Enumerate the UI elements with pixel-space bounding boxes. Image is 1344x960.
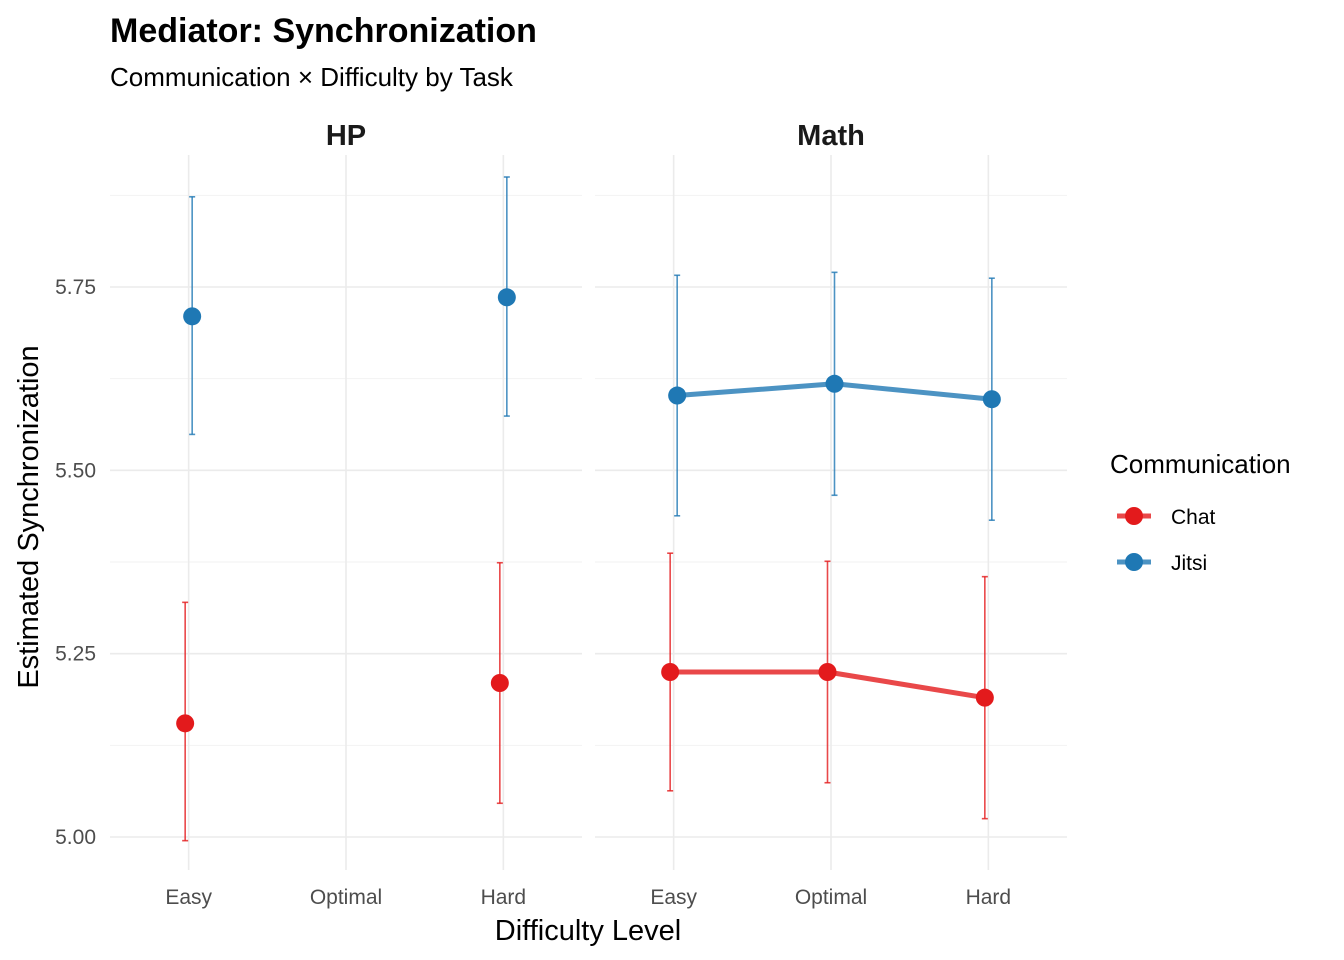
- series-jitsi: [668, 271, 1001, 522]
- legend-key-point: [1125, 553, 1143, 571]
- y-tick-label: 5.25: [55, 643, 96, 666]
- facet-strip-label: Math: [797, 120, 865, 152]
- y-tick-label: 5.00: [55, 826, 96, 849]
- data-point: [982, 390, 1001, 409]
- x-tick-label: Easy: [165, 886, 212, 909]
- legend-key-point: [1125, 507, 1143, 525]
- facet-panel-math: Math Easy Optimal Hard: [595, 120, 1067, 909]
- data-point: [825, 374, 844, 393]
- chart-subtitle: Communication × Difficulty by Task: [110, 62, 514, 92]
- data-point: [497, 288, 516, 307]
- data-point: [661, 663, 680, 681]
- series-chat: [661, 552, 994, 820]
- facet-panels: HP Easy Optimal Hard Math Easy Optimal Hard: [110, 120, 1067, 909]
- data-point: [668, 386, 687, 405]
- data-point: [975, 688, 994, 707]
- series-line-segment: [674, 381, 837, 399]
- x-tick-label: Optimal: [310, 886, 382, 909]
- legend-item-jitsi: Jitsi: [1117, 552, 1207, 575]
- x-tick-label: Hard: [966, 886, 1012, 909]
- x-axis-title: Difficulty Level: [495, 915, 681, 947]
- y-tick-label: 5.75: [55, 276, 96, 299]
- legend-item-chat: Chat: [1117, 506, 1216, 529]
- data-point: [490, 674, 509, 692]
- series-line-segment: [825, 669, 988, 701]
- legend-label: Chat: [1171, 506, 1216, 529]
- data-point: [183, 307, 202, 326]
- legend-label: Jitsi: [1171, 552, 1207, 575]
- data-point: [818, 663, 837, 681]
- legend-title: Communication: [1110, 449, 1291, 479]
- y-axis-title: Estimated Synchronization: [13, 345, 45, 688]
- facet-strip-label: HP: [326, 120, 366, 152]
- series-line-segment: [832, 381, 995, 402]
- data-point: [176, 714, 195, 733]
- x-tick-label: Easy: [650, 886, 697, 909]
- x-tick-label: Hard: [481, 886, 527, 909]
- chart-title: Mediator: Synchronization: [110, 12, 537, 50]
- series-chat: [176, 561, 509, 842]
- x-tick-label: Optimal: [795, 886, 867, 909]
- legend: Communication Chat Jitsi: [1110, 449, 1291, 575]
- facet-panel-hp: HP Easy Optimal Hard: [110, 120, 582, 909]
- series-jitsi: [183, 176, 516, 436]
- y-tick-label: 5.50: [55, 459, 96, 482]
